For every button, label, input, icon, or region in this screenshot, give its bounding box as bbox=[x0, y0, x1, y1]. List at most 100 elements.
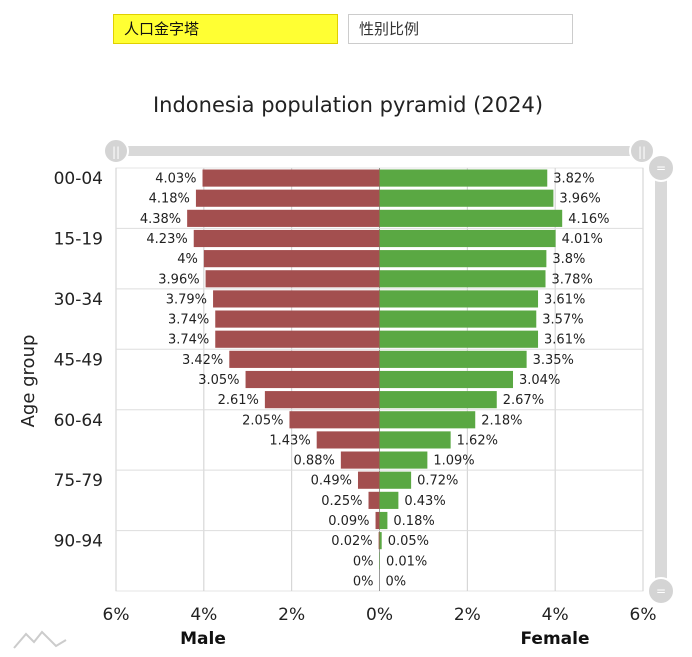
data-label-male: 4.18% bbox=[149, 192, 190, 207]
bar-female bbox=[379, 451, 428, 469]
bar-male bbox=[213, 290, 380, 308]
data-label-female: 3.96% bbox=[559, 192, 600, 207]
y-tick-label: 15-19 bbox=[54, 230, 103, 250]
bar-male bbox=[205, 270, 380, 288]
bar-female bbox=[379, 250, 547, 268]
bar-male bbox=[378, 532, 380, 550]
data-label-male: 0.02% bbox=[331, 534, 372, 549]
data-label-female: 4.01% bbox=[562, 232, 603, 247]
legend-male: Male bbox=[180, 629, 226, 649]
horizontal-zoom-slider[interactable]: || || bbox=[103, 138, 655, 164]
bar-female bbox=[379, 350, 527, 368]
data-label-female: 0.72% bbox=[417, 474, 458, 489]
x-tick-label: 4% bbox=[542, 605, 569, 625]
data-label-female: 1.62% bbox=[457, 433, 498, 448]
slider-handle-top[interactable] bbox=[647, 154, 675, 182]
data-label-female: 3.8% bbox=[552, 252, 585, 267]
bar-female bbox=[379, 290, 539, 308]
data-label-male: 2.61% bbox=[218, 393, 259, 408]
data-label-male: 1.43% bbox=[269, 433, 310, 448]
y-tick-label: 75-79 bbox=[54, 471, 103, 491]
slider-handle-right[interactable] bbox=[629, 138, 655, 164]
data-label-male: 0.88% bbox=[294, 454, 335, 469]
bar-male bbox=[264, 391, 380, 409]
bar-female bbox=[379, 532, 382, 550]
data-label-male: 3.96% bbox=[158, 272, 199, 287]
bar-male bbox=[316, 431, 380, 449]
bar-male bbox=[215, 310, 380, 328]
chart-title: Indonesia population pyramid (2024) bbox=[153, 93, 543, 117]
bar-male bbox=[340, 451, 380, 469]
x-tick-label: 6% bbox=[103, 605, 130, 625]
data-label-male: 3.05% bbox=[198, 373, 239, 388]
bar-female bbox=[379, 209, 563, 227]
data-label-female: 1.09% bbox=[433, 454, 474, 469]
vertical-zoom-slider[interactable]: = = bbox=[647, 154, 675, 605]
bar-male bbox=[375, 511, 380, 530]
data-label-female: 0.18% bbox=[393, 514, 434, 529]
bar-male bbox=[193, 229, 380, 248]
data-label-male: 0% bbox=[353, 554, 374, 569]
tab-sex-ratio[interactable]: 性别比例 bbox=[348, 14, 573, 44]
bar-male bbox=[229, 350, 380, 368]
chart-bars bbox=[187, 169, 563, 570]
data-label-female: 2.67% bbox=[503, 393, 544, 408]
data-label-female: 3.57% bbox=[542, 313, 583, 328]
bar-male bbox=[187, 209, 380, 227]
bar-female bbox=[379, 491, 399, 509]
data-label-male: 4.23% bbox=[146, 232, 187, 247]
bar-male bbox=[245, 370, 380, 389]
bar-male bbox=[203, 250, 380, 268]
bar-male bbox=[357, 471, 380, 489]
x-tick-label: 2% bbox=[454, 605, 481, 625]
data-label-female: 3.78% bbox=[552, 272, 593, 287]
bar-female bbox=[379, 471, 412, 489]
data-label-female: 0% bbox=[386, 574, 407, 589]
data-label-male: 3.79% bbox=[166, 292, 207, 307]
data-label-male: 2.05% bbox=[242, 413, 283, 428]
x-tick-label: 6% bbox=[630, 605, 657, 625]
bar-male bbox=[368, 491, 380, 509]
data-label-female: 2.18% bbox=[481, 413, 522, 428]
bar-female bbox=[379, 310, 537, 328]
data-label-male: 4.03% bbox=[155, 172, 196, 187]
data-label-female: 3.04% bbox=[519, 373, 560, 388]
data-label-female: 4.16% bbox=[568, 212, 609, 227]
data-label-female: 3.82% bbox=[553, 172, 594, 187]
data-label-male: 3.42% bbox=[182, 353, 223, 368]
bar-female bbox=[379, 169, 548, 187]
grip-icon: = bbox=[656, 161, 666, 175]
slider-handle-left[interactable] bbox=[103, 138, 129, 164]
bar-male bbox=[202, 169, 380, 187]
bar-female bbox=[379, 370, 514, 389]
bar-male bbox=[195, 189, 380, 207]
bar-male bbox=[289, 411, 380, 429]
bar-female bbox=[379, 189, 554, 207]
y-tick-label: 30-34 bbox=[54, 290, 103, 310]
data-label-male: 4% bbox=[177, 252, 198, 267]
bar-female bbox=[379, 330, 539, 348]
y-tick-label: 60-64 bbox=[54, 411, 103, 431]
legend-female: Female bbox=[521, 629, 590, 649]
tab-population-pyramid[interactable]: 人口金字塔 bbox=[113, 14, 338, 44]
x-tick-label: 0% bbox=[366, 605, 393, 625]
x-tick-label: 4% bbox=[190, 605, 217, 625]
bar-male bbox=[215, 330, 380, 348]
data-label-male: 0.49% bbox=[311, 474, 352, 489]
bar-female bbox=[379, 229, 556, 248]
data-label-female: 0.01% bbox=[386, 554, 427, 569]
data-label-female: 3.61% bbox=[544, 292, 585, 307]
y-axis-label: Age group bbox=[18, 335, 39, 428]
data-label-female: 3.61% bbox=[544, 333, 585, 348]
chart-axes: 6% 4% 2% 0% 2% 4% 6% 00-04 15-19 30-34 45-49 60-64 7… bbox=[54, 169, 657, 625]
bar-female bbox=[379, 270, 546, 288]
y-tick-label: 00-04 bbox=[54, 169, 103, 189]
data-label-female: 0.05% bbox=[388, 534, 429, 549]
bar-female bbox=[379, 431, 451, 449]
bar-female bbox=[379, 391, 497, 409]
slider-handle-bottom[interactable] bbox=[647, 577, 675, 605]
data-label-male: 3.74% bbox=[168, 313, 209, 328]
y-tick-label: 90-94 bbox=[54, 532, 103, 552]
bar-female bbox=[379, 511, 388, 530]
